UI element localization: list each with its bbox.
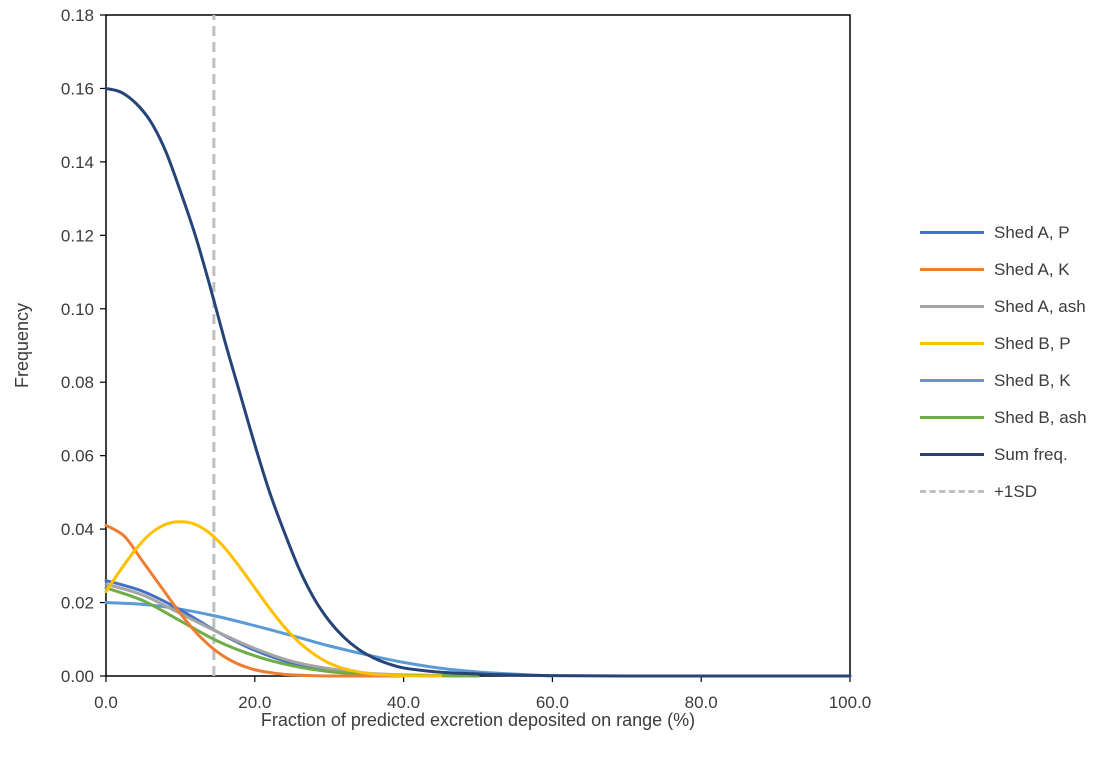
y-tick-label: 0.14 — [61, 153, 94, 172]
legend-label: Shed B, P — [994, 333, 1071, 353]
legend-item: Shed B, K — [920, 362, 1110, 399]
legend-item: Shed B, ash — [920, 399, 1110, 436]
legend-label: +1SD — [994, 481, 1037, 501]
series-line-sum-freq — [104, 86, 852, 678]
y-tick-label: 0.02 — [61, 594, 94, 613]
x-tick-label: 60.0 — [536, 693, 569, 712]
y-tick-label: 0.04 — [61, 520, 94, 539]
legend-swatch — [920, 490, 984, 493]
legend-swatch — [920, 379, 984, 382]
legend-item: Shed A, P — [920, 214, 1110, 251]
series-layer — [104, 15, 852, 678]
x-tick-label: 80.0 — [685, 693, 718, 712]
x-axis: 0.0 20.0 40.0 60.0 80.0 100.0 — [94, 676, 871, 712]
x-tick-label: 0.0 — [94, 693, 118, 712]
legend-item: Shed B, P — [920, 325, 1110, 362]
legend-swatch — [920, 453, 984, 456]
series-line-shed-a-ash — [104, 582, 480, 678]
legend-item: Shed A, ash — [920, 288, 1110, 325]
plot-area — [105, 14, 851, 677]
legend-label: Shed B, K — [994, 370, 1071, 390]
series-line-shed-a-k — [104, 523, 406, 678]
legend-label: Shed B, ash — [994, 407, 1087, 427]
legend-item: +1SD — [920, 473, 1110, 510]
legend-label: Sum freq. — [994, 444, 1068, 464]
legend-label: Shed A, ash — [994, 296, 1086, 316]
legend-item: Shed A, K — [920, 251, 1110, 288]
legend-swatch — [920, 416, 984, 419]
legend-swatch — [920, 231, 984, 234]
legend-swatch — [920, 342, 984, 345]
legend-label: Shed A, K — [994, 259, 1070, 279]
y-axis-title: Frequency — [12, 303, 32, 388]
x-tick-label: 100.0 — [829, 693, 872, 712]
legend-item: Sum freq. — [920, 436, 1110, 473]
y-tick-label: 0.12 — [61, 226, 94, 245]
y-axis: 0.00 0.02 0.04 0.06 0.08 0.10 0.12 0.14 0.16 0.18 — [61, 6, 106, 686]
x-tick-label: 20.0 — [238, 693, 271, 712]
x-tick-label: 40.0 — [387, 693, 420, 712]
y-tick-label: 0.18 — [61, 6, 94, 25]
series-line-shed-b-k — [104, 601, 554, 678]
y-tick-label: 0.06 — [61, 447, 94, 466]
series-line-shed-b-p — [104, 520, 443, 678]
x-axis-title: Fraction of predicted excretion deposite… — [261, 710, 695, 730]
y-tick-label: 0.08 — [61, 373, 94, 392]
y-tick-label: 0.10 — [61, 300, 94, 319]
y-tick-label: 0.16 — [61, 79, 94, 98]
y-tick-label: 0.00 — [61, 667, 94, 686]
legend: Shed A, P Shed A, K Shed A, ash Shed B, P Sh… — [920, 214, 1110, 510]
plot-frame — [105, 14, 851, 677]
legend-label: Shed A, P — [994, 222, 1070, 242]
legend-swatch — [920, 268, 984, 271]
legend-swatch — [920, 305, 984, 308]
